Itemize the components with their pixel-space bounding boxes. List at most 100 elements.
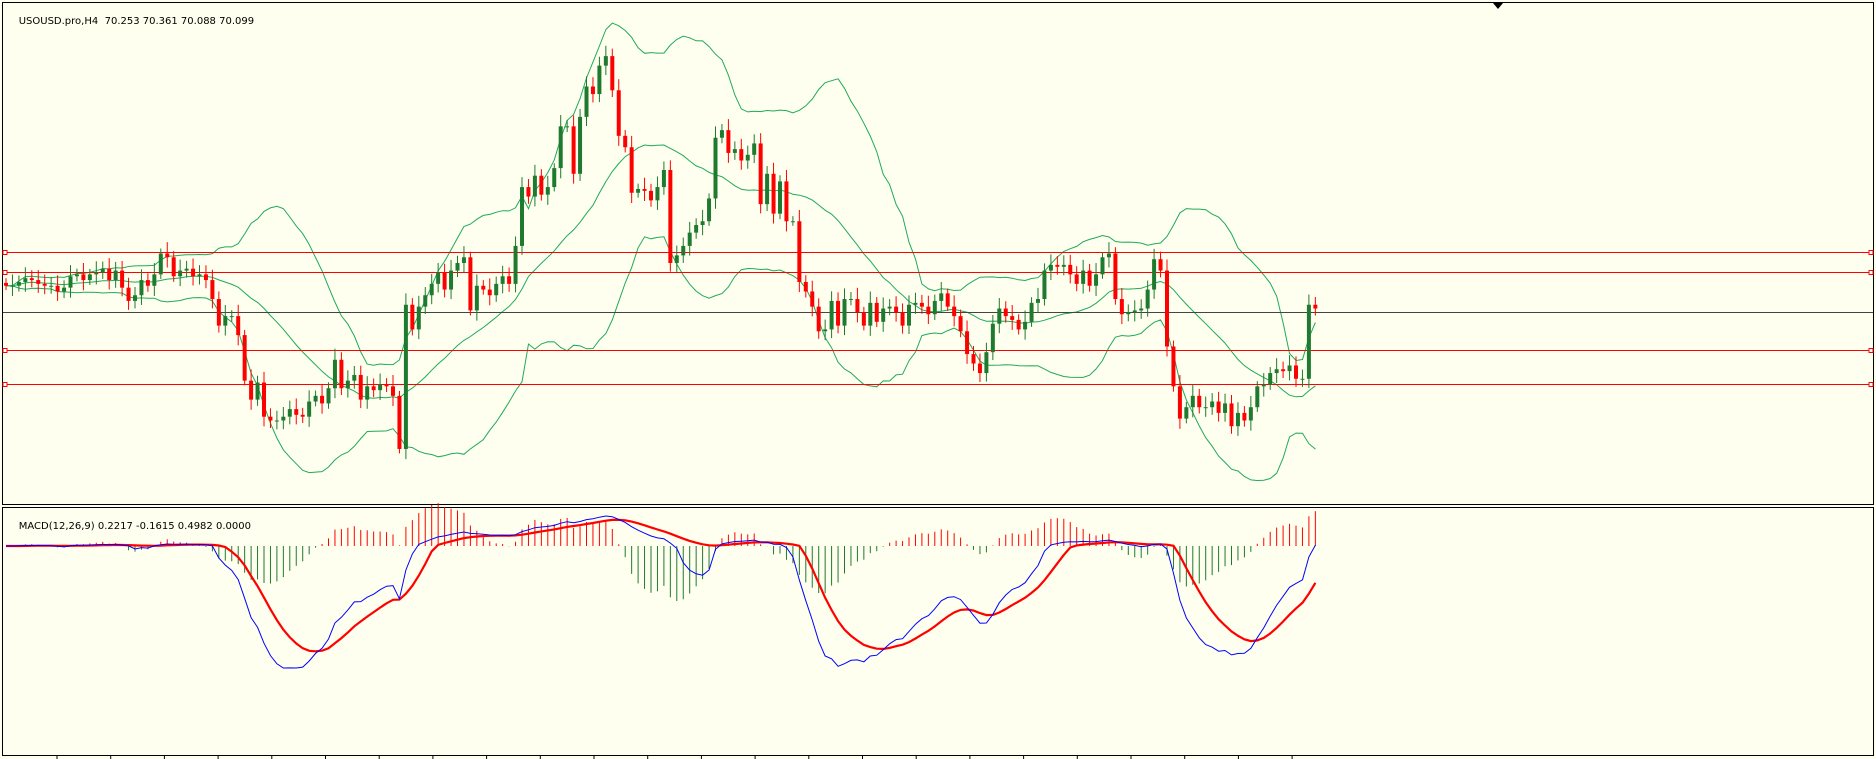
bull-candle-body	[687, 232, 692, 246]
bull-candle-body	[790, 221, 795, 223]
bull-candle-body	[229, 316, 234, 318]
bull-candle-body	[887, 306, 892, 309]
bull-candle-body	[778, 181, 782, 214]
bear-candle-body	[539, 175, 544, 195]
bull-candle-body	[1048, 264, 1053, 271]
bear-candle-body	[649, 190, 653, 201]
bull-candle-body	[113, 270, 118, 281]
bull-candle-body	[655, 187, 660, 201]
bear-candle-body	[958, 316, 963, 332]
bull-candle-body	[10, 285, 15, 287]
bull-candle-body	[990, 323, 995, 353]
bull-candle-body	[552, 168, 557, 188]
bull-candle-body	[1306, 304, 1311, 379]
bull-candle-body	[500, 276, 505, 284]
bull-candle-body	[842, 299, 847, 326]
bull-candle-body	[152, 274, 157, 286]
bear-candle-body	[1242, 412, 1247, 421]
bear-candle-body	[836, 300, 841, 326]
bull-candle-body	[87, 274, 92, 281]
bull-candle-body	[287, 409, 292, 417]
bear-candle-body	[507, 276, 512, 284]
bear-candle-body	[442, 272, 447, 290]
bear-candle-body	[771, 173, 776, 214]
bear-candle-body	[4, 282, 8, 286]
bull-candle-body	[984, 352, 989, 374]
bull-candle-body	[62, 287, 67, 292]
bear-candle-body	[816, 306, 821, 332]
bear-candle-body	[977, 363, 982, 374]
bull-candle-body	[868, 302, 873, 326]
bear-candle-body	[726, 130, 731, 153]
bear-candle-body	[391, 386, 395, 396]
bull-candle-body	[436, 272, 441, 284]
bear-candle-body	[1313, 304, 1318, 309]
bear-candle-body	[739, 149, 744, 161]
bear-candle-body	[1216, 401, 1221, 413]
bear-candle-body	[81, 274, 86, 281]
bear-candle-body	[268, 416, 273, 421]
bear-candle-body	[358, 374, 363, 400]
bear-candle-body	[945, 293, 950, 307]
symbol-label: USOUSD.pro,H4	[18, 16, 99, 27]
bear-candle-body	[919, 302, 924, 307]
bull-candle-body	[700, 221, 705, 226]
bear-candle-body	[1087, 270, 1092, 286]
bear-candle-body	[384, 384, 389, 387]
bull-candle-body	[178, 270, 183, 277]
bear-candle-body	[668, 170, 673, 263]
bear-candle-body	[855, 299, 860, 313]
bull-candle-body	[907, 304, 911, 326]
bull-candle-body	[1061, 264, 1066, 267]
bull-candle-body	[378, 384, 383, 391]
bear-candle-body	[468, 257, 473, 311]
macd-lines	[6, 515, 1317, 669]
bear-candle-body	[610, 56, 615, 91]
bull-candle-body	[713, 137, 718, 199]
bear-candle-body	[55, 285, 60, 292]
bull-candle-body	[1036, 299, 1040, 303]
bear-candle-body	[758, 143, 763, 205]
bear-candle-body	[629, 147, 634, 193]
bull-candle-body	[1100, 257, 1105, 275]
bull-candle-body	[1287, 365, 1292, 372]
bear-candle-body	[320, 395, 325, 404]
macd-panel-frame	[2, 507, 1874, 756]
bear-candle-body	[1158, 259, 1163, 271]
bull-candle-body	[732, 149, 737, 153]
bull-candle-body	[1235, 412, 1240, 427]
bull-candle-body	[752, 143, 757, 155]
bull-candle-body	[255, 382, 260, 400]
bear-candle-body	[590, 86, 595, 95]
bull-candle-body	[1203, 407, 1208, 409]
horizontal-levels[interactable]	[2, 250, 1874, 387]
bull-candle-body	[1190, 395, 1195, 408]
bull-candle-body	[313, 395, 318, 402]
bull-candle-body	[1106, 253, 1111, 258]
bull-candle-body	[848, 299, 853, 301]
bear-candle-body	[1171, 346, 1176, 387]
bull-candle-body	[1300, 378, 1305, 380]
bull-candle-body	[474, 285, 479, 311]
bear-candle-body	[616, 90, 621, 136]
macd-label: MACD(12,26,9) 0.2217 -0.1615 0.4982 0.00…	[18, 521, 251, 532]
bull-candle-body	[1248, 407, 1253, 421]
bull-candle-body	[932, 300, 937, 315]
bull-candle-body	[326, 388, 331, 404]
bull-candle-body	[1274, 369, 1279, 374]
bear-candle-body	[926, 306, 931, 315]
bull-candle-body	[1210, 401, 1215, 408]
bear-candle-body	[120, 270, 125, 288]
bear-candle-body	[171, 257, 176, 277]
bull-candle-body	[823, 329, 828, 332]
bull-candle-body	[1023, 321, 1028, 330]
bear-candle-body	[1119, 299, 1124, 315]
bull-candle-body	[1255, 386, 1260, 408]
candlestick-series	[4, 45, 1318, 460]
bull-candle-body	[461, 257, 466, 263]
bear-candle-body	[191, 268, 196, 277]
chart-shift-marker-icon[interactable]	[1493, 3, 1503, 9]
bull-candle-body	[661, 170, 666, 188]
bear-candle-body	[1055, 264, 1060, 267]
